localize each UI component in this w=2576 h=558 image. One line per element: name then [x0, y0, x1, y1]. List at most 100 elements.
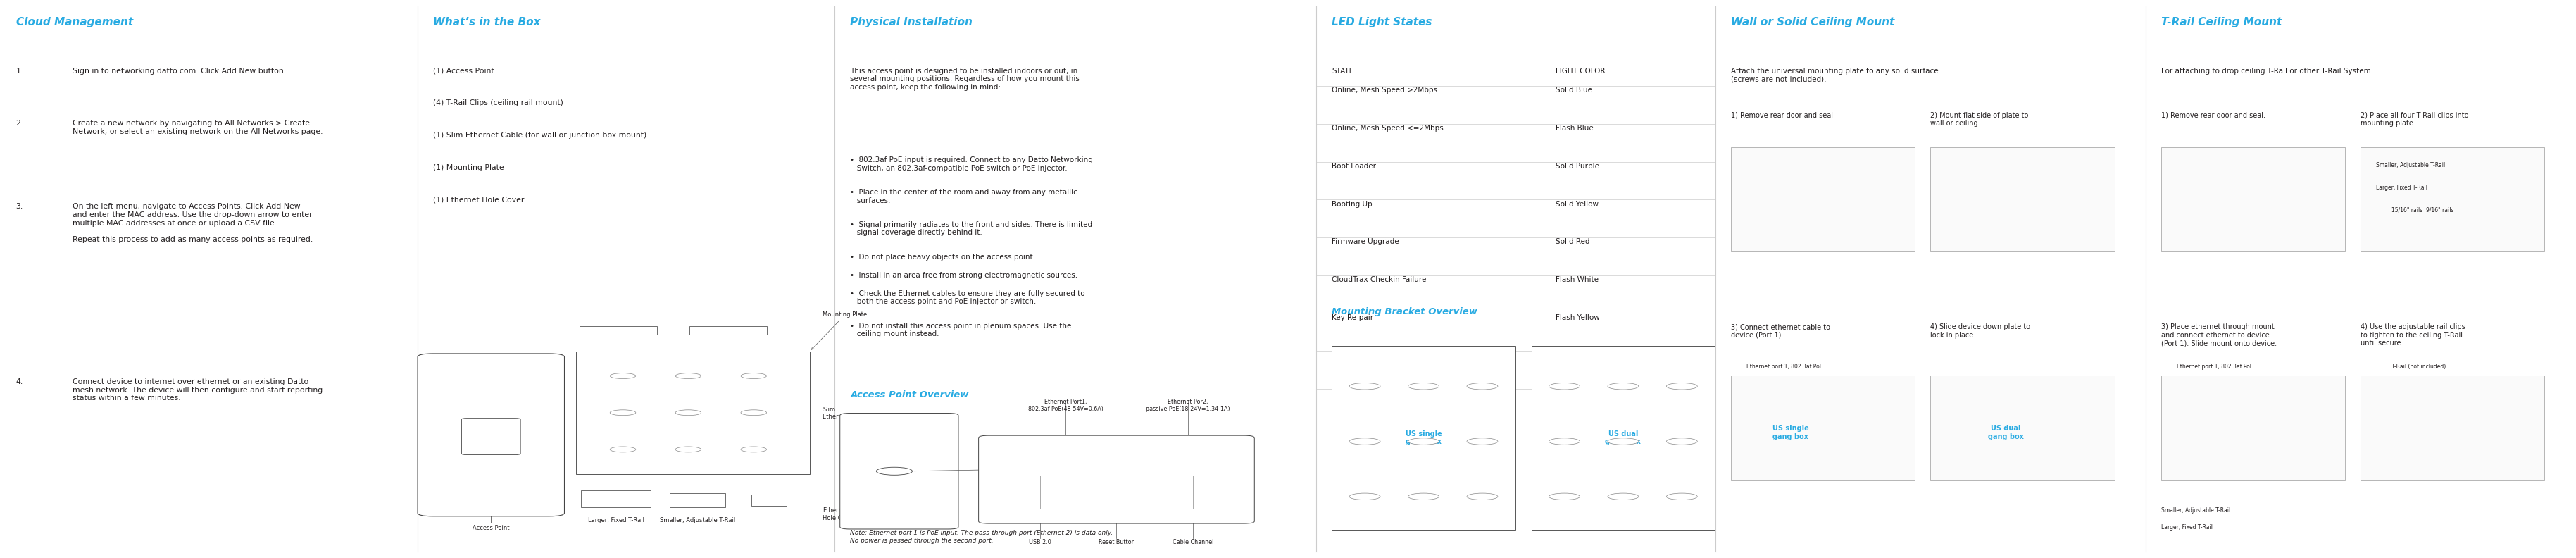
Circle shape — [742, 410, 768, 416]
Circle shape — [1667, 493, 1698, 500]
FancyBboxPatch shape — [1929, 147, 2115, 251]
Text: Smaller, Adjustable T-Rail: Smaller, Adjustable T-Rail — [2375, 162, 2445, 169]
Text: US dual
gang box: US dual gang box — [1989, 425, 2025, 440]
Text: This access point is designed to be installed indoors or out, in
several mountin: This access point is designed to be inst… — [850, 68, 1079, 91]
Text: Booting Up: Booting Up — [1332, 200, 1373, 208]
Text: Solid Yellow: Solid Yellow — [1556, 200, 1600, 208]
Text: 4) Slide device down plate to
lock in place.: 4) Slide device down plate to lock in pl… — [1929, 324, 2030, 339]
FancyBboxPatch shape — [1731, 376, 1914, 479]
Text: Solid Purple: Solid Purple — [1556, 162, 1600, 170]
Text: 1) Remove rear door and seal.: 1) Remove rear door and seal. — [2161, 112, 2264, 119]
Circle shape — [742, 446, 768, 452]
Text: 3.: 3. — [15, 203, 23, 210]
Text: 2.: 2. — [15, 120, 23, 127]
Circle shape — [1350, 383, 1381, 389]
Text: US single
gang box: US single gang box — [1406, 430, 1443, 445]
Text: T-Rail Ceiling Mount: T-Rail Ceiling Mount — [2161, 17, 2282, 28]
Text: Physical Installation: Physical Installation — [850, 17, 974, 28]
FancyBboxPatch shape — [670, 493, 726, 507]
Text: Smaller, Adjustable T-Rail: Smaller, Adjustable T-Rail — [2161, 507, 2231, 514]
Text: •  802.3af PoE input is required. Connect to any Datto Networking
   Switch, an : • 802.3af PoE input is required. Connect… — [850, 156, 1092, 172]
Text: 1) Remove rear door and seal.: 1) Remove rear door and seal. — [1731, 112, 1834, 119]
Text: •  Do not install this access point in plenum spaces. Use the
   ceiling mount i: • Do not install this access point in pl… — [850, 323, 1072, 338]
Circle shape — [1548, 383, 1579, 389]
FancyBboxPatch shape — [840, 413, 958, 529]
Text: Slim
Ethernet Cable: Slim Ethernet Cable — [822, 407, 868, 420]
Text: Net Failure - no default route: Net Failure - no default route — [1332, 390, 1437, 397]
Text: •  Place in the center of the room and away from any metallic
   surfaces.: • Place in the center of the room and aw… — [850, 189, 1077, 204]
FancyBboxPatch shape — [1929, 376, 2115, 479]
Text: Flash Yellow: Flash Yellow — [1556, 314, 1600, 321]
Circle shape — [1409, 493, 1440, 500]
Text: 4) Use the adjustable rail clips
to tighten to the ceiling T-Rail
until secure.: 4) Use the adjustable rail clips to tigh… — [2360, 324, 2465, 347]
FancyBboxPatch shape — [690, 326, 768, 335]
Text: Firmware Upgrade: Firmware Upgrade — [1332, 238, 1399, 246]
Circle shape — [1466, 438, 1497, 445]
Circle shape — [611, 373, 636, 379]
Text: 4.: 4. — [15, 378, 23, 386]
FancyBboxPatch shape — [2360, 147, 2545, 251]
Text: (1) Mounting Plate: (1) Mounting Plate — [433, 164, 505, 171]
Text: US dual
gang box: US dual gang box — [1605, 430, 1641, 445]
Text: Solid Red: Solid Red — [1556, 238, 1589, 246]
Text: Solid White: Solid White — [1556, 352, 1597, 359]
FancyBboxPatch shape — [1332, 346, 1515, 530]
Text: STATE: STATE — [1332, 68, 1355, 74]
Text: Flash White: Flash White — [1556, 276, 1600, 283]
Text: Boot Loader: Boot Loader — [1332, 162, 1376, 170]
Circle shape — [1548, 493, 1579, 500]
Text: •  Signal primarily radiates to the front and sides. There is limited
   signal : • Signal primarily radiates to the front… — [850, 221, 1092, 236]
Text: Mounting Plate: Mounting Plate — [811, 312, 868, 350]
FancyBboxPatch shape — [1041, 475, 1193, 509]
Text: LED Light States: LED Light States — [1332, 17, 1432, 28]
FancyBboxPatch shape — [2360, 376, 2545, 479]
Circle shape — [675, 446, 701, 452]
Text: (1) Slim Ethernet Cable (for wall or junction box mount): (1) Slim Ethernet Cable (for wall or jun… — [433, 132, 647, 139]
FancyBboxPatch shape — [1731, 147, 1914, 251]
Text: Note: Ethernet port 1 is PoE input. The pass-through port (Ethernet 2) is data o: Note: Ethernet port 1 is PoE input. The … — [850, 530, 1113, 543]
FancyBboxPatch shape — [580, 326, 657, 335]
Text: Configuration Change AP not ready: Configuration Change AP not ready — [1332, 352, 1461, 359]
Text: For attaching to drop ceiling T-Rail or other T-Rail System.: For attaching to drop ceiling T-Rail or … — [2161, 68, 2372, 74]
Text: 3) Connect ethernet cable to
device (Port 1).: 3) Connect ethernet cable to device (Por… — [1731, 324, 1829, 339]
Text: Ethernet Por2,
passive PoE(18-24V=1.34-1A): Ethernet Por2, passive PoE(18-24V=1.34-1… — [1146, 399, 1231, 412]
Text: Access Point: Access Point — [471, 525, 510, 532]
Text: Key Re-pair: Key Re-pair — [1332, 314, 1373, 321]
Circle shape — [742, 373, 768, 379]
Text: Create a new network by navigating to All Networks > Create
Network, or select a: Create a new network by navigating to Al… — [72, 120, 322, 135]
Text: Cloud Management: Cloud Management — [15, 17, 134, 28]
Text: What’s in the Box: What’s in the Box — [433, 17, 541, 28]
Text: 3) Place ethernet through mount
and connect ethernet to device
(Port 1). Slide m: 3) Place ethernet through mount and conn… — [2161, 324, 2277, 347]
Text: •  Do not place heavy objects on the access point.: • Do not place heavy objects on the acce… — [850, 253, 1036, 261]
Text: Flash Blue: Flash Blue — [1556, 124, 1595, 132]
Circle shape — [1466, 493, 1497, 500]
FancyBboxPatch shape — [461, 418, 520, 455]
FancyBboxPatch shape — [580, 490, 652, 507]
FancyBboxPatch shape — [752, 494, 786, 506]
Text: LIGHT COLOR: LIGHT COLOR — [1556, 68, 1605, 74]
Text: LED indicator: LED indicator — [914, 466, 1059, 472]
FancyBboxPatch shape — [2161, 147, 2344, 251]
FancyBboxPatch shape — [417, 354, 564, 516]
Circle shape — [1607, 383, 1638, 389]
Circle shape — [1548, 438, 1579, 445]
Circle shape — [1667, 438, 1698, 445]
Text: Online, Mesh Speed >2Mbps: Online, Mesh Speed >2Mbps — [1332, 87, 1437, 94]
Text: (1) Ethernet Hole Cover: (1) Ethernet Hole Cover — [433, 196, 523, 204]
Text: •  Check the Ethernet cables to ensure they are fully secured to
   both the acc: • Check the Ethernet cables to ensure th… — [850, 290, 1084, 305]
Text: Cable Channel: Cable Channel — [1172, 539, 1213, 546]
Text: Attach the universal mounting plate to any solid surface
(screws are not include: Attach the universal mounting plate to a… — [1731, 68, 1937, 83]
Circle shape — [1667, 383, 1698, 389]
Circle shape — [1607, 438, 1638, 445]
Text: 2) Place all four T-Rail clips into
mounting plate.: 2) Place all four T-Rail clips into moun… — [2360, 112, 2468, 127]
Text: Larger, Fixed T-Rail: Larger, Fixed T-Rail — [2375, 184, 2427, 191]
Text: (1) Access Point: (1) Access Point — [433, 68, 495, 74]
Text: Reset Button: Reset Button — [1097, 539, 1133, 546]
Text: Wall or Solid Ceiling Mount: Wall or Solid Ceiling Mount — [1731, 17, 1893, 28]
Text: T-Rail (not included): T-Rail (not included) — [2391, 363, 2445, 370]
Circle shape — [1409, 383, 1440, 389]
Circle shape — [675, 373, 701, 379]
Text: Flash Red: Flash Red — [1556, 390, 1592, 397]
Circle shape — [611, 446, 636, 452]
Text: Ethernet
Hole Cover: Ethernet Hole Cover — [822, 507, 855, 521]
